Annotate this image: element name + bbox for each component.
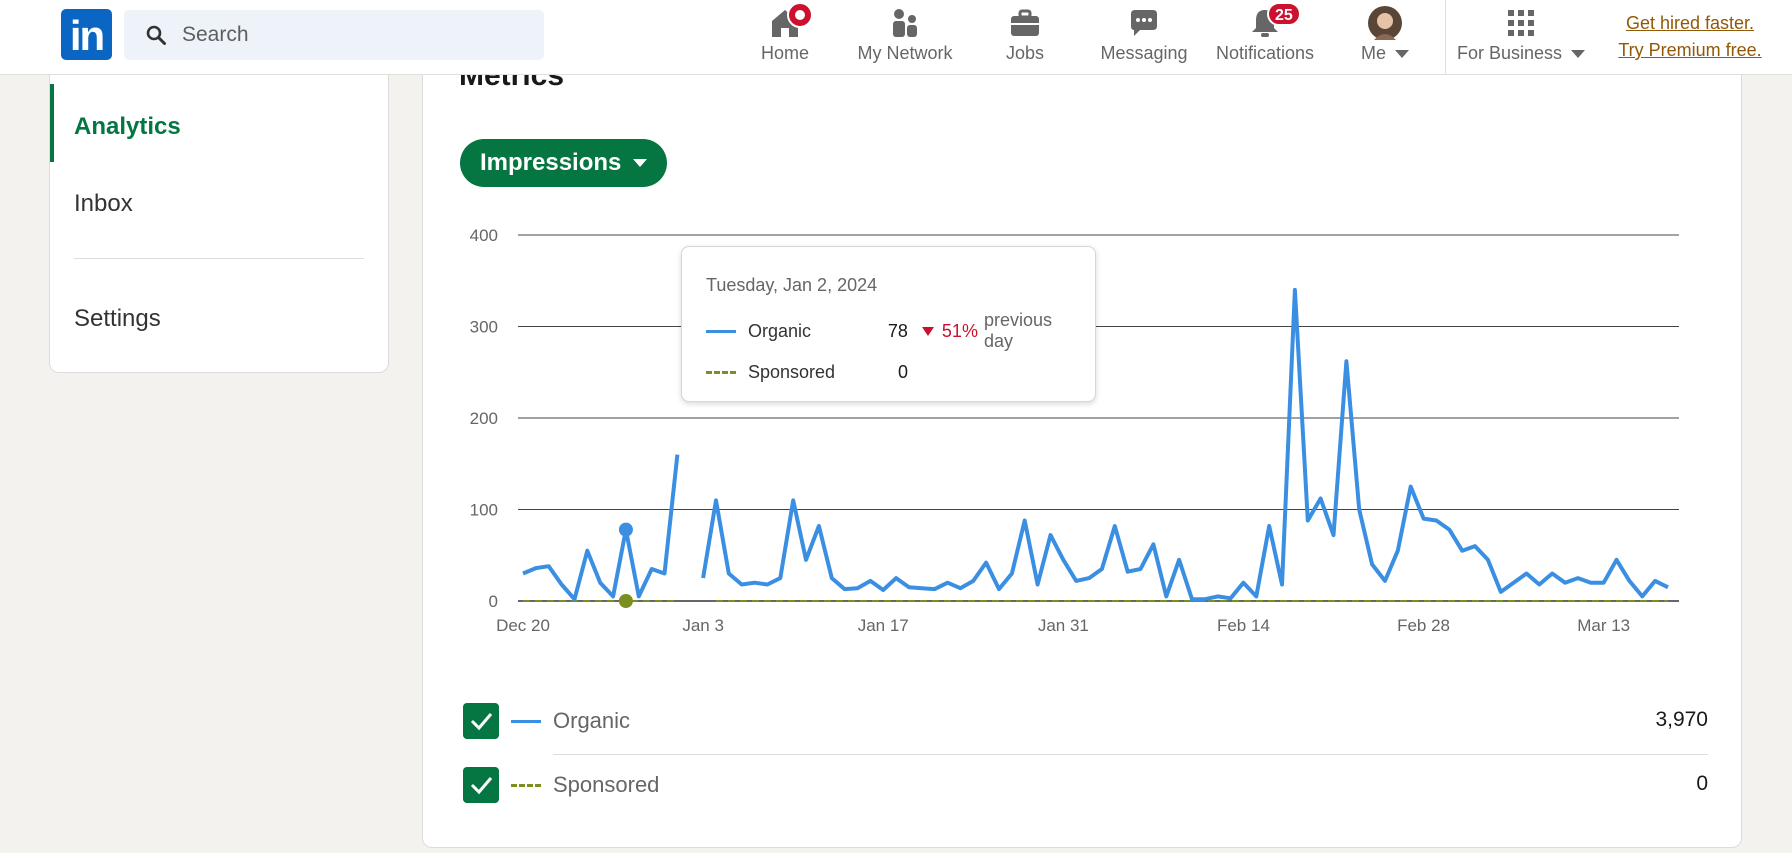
home-notification-dot	[787, 2, 813, 28]
nav-jobs[interactable]: Jobs	[985, 0, 1065, 75]
sidebar-item-inbox[interactable]: Inbox	[74, 190, 133, 217]
tooltip-sponsored-label: Sponsored	[748, 361, 836, 382]
organic-checkbox[interactable]	[463, 703, 499, 739]
organic-swatch	[706, 329, 736, 333]
linkedin-logo[interactable]: in	[61, 9, 112, 60]
nav-label: For Business	[1456, 43, 1563, 63]
x-tick-label: Jan 3	[682, 616, 724, 635]
x-tick-label: Jan 17	[858, 616, 909, 635]
chevron-down-icon	[1395, 50, 1410, 59]
legend-sponsored: Sponsored 0	[463, 765, 1708, 805]
search-box[interactable]	[124, 10, 544, 60]
y-tick-label: 100	[470, 501, 498, 520]
premium-upsell: Get hired faster. Try Premium free.	[1600, 10, 1780, 64]
tooltip-organic-label: Organic	[747, 320, 812, 341]
nav-label: Me	[1360, 43, 1386, 63]
highlight-point-sponsored	[618, 594, 633, 608]
nav-label: My Network	[857, 43, 953, 63]
sponsored-swatch	[706, 370, 736, 374]
tooltip-organic-value: 78	[887, 320, 908, 341]
sponsored-checkbox[interactable]	[463, 767, 499, 803]
top-nav: in Home My Network Jobs	[0, 0, 1792, 75]
x-tick-label: Dec 20	[496, 616, 550, 635]
check-icon	[470, 713, 493, 731]
sponsored-swatch	[511, 784, 541, 787]
legend-sponsored-label: Sponsored	[553, 772, 660, 797]
messaging-icon	[1131, 10, 1157, 36]
sidebar-item-analytics[interactable]: Analytics	[74, 113, 181, 140]
series-line-organic	[522, 454, 680, 602]
nav-home[interactable]: Home	[745, 0, 825, 75]
chart-tooltip: Tuesday, Jan 2, 2024 Organic 78 51% prev…	[681, 246, 1096, 402]
nav-my-network[interactable]: My Network	[852, 0, 958, 75]
nav-notifications[interactable]: 25 Notifications	[1212, 0, 1318, 75]
legend-organic-total: 3,970	[1655, 708, 1708, 731]
grid-icon	[1508, 10, 1534, 36]
nav-label: Notifications	[1215, 43, 1315, 63]
check-icon	[470, 777, 493, 795]
try-premium-link[interactable]: Try Premium free.	[1618, 40, 1762, 60]
x-tick-label: Feb 28	[1397, 616, 1450, 635]
tooltip-date: Tuesday, Jan 2, 2024	[706, 275, 878, 295]
sidebar-item-settings[interactable]: Settings	[74, 305, 161, 332]
tooltip-sponsored-value: 0	[897, 361, 908, 382]
legend-divider	[553, 754, 1708, 755]
search-icon	[146, 25, 166, 45]
legend-organic-label: Organic	[553, 708, 631, 733]
search-input[interactable]	[182, 10, 532, 60]
tooltip-change-suffix: previous day	[983, 310, 1052, 351]
tooltip-sponsored-row: Sponsored 0	[706, 360, 1086, 384]
x-tick-label: Feb 14	[1217, 616, 1270, 635]
chevron-down-icon	[1571, 50, 1586, 59]
notifications-badge: 25	[1267, 2, 1301, 26]
briefcase-icon	[1011, 9, 1039, 36]
network-icon	[893, 9, 917, 37]
sidebar-card: Analytics Inbox Settings	[49, 55, 389, 373]
metrics-card: Metrics Impressions 0 100 200 300 400 Dec 20 J…	[422, 40, 1742, 848]
x-tick-label: Jan 31	[1038, 616, 1089, 635]
nav-divider	[1445, 0, 1446, 75]
sidebar-divider	[74, 258, 364, 259]
legend-organic: Organic 3,970	[463, 701, 1708, 741]
down-arrow-icon	[921, 326, 934, 336]
series-line-organic	[701, 287, 1669, 602]
nav-messaging[interactable]: Messaging	[1094, 0, 1194, 75]
y-tick-label: 0	[489, 592, 498, 611]
nav-label: Jobs	[1005, 43, 1045, 63]
organic-swatch	[511, 720, 541, 723]
chevron-down-icon	[633, 159, 648, 167]
tooltip-organic-row: Organic 78 51% previous day	[706, 310, 1086, 351]
highlight-point-organic	[618, 522, 633, 537]
impressions-label: Impressions	[480, 149, 622, 176]
active-indicator	[50, 84, 54, 162]
avatar	[1368, 6, 1402, 40]
y-tick-label: 300	[470, 318, 498, 337]
y-tick-label: 200	[470, 409, 498, 428]
get-hired-link[interactable]: Get hired faster.	[1625, 13, 1755, 33]
nav-for-business[interactable]: For Business	[1455, 0, 1587, 75]
x-tick-label: Mar 13	[1577, 616, 1630, 635]
impressions-chart[interactable]: 0 100 200 300 400 Dec 20 Jan 3 Jan 17 Jan 31 Feb …	[423, 41, 1743, 641]
legend-sponsored-total: 0	[1696, 772, 1708, 795]
nav-label: Messaging	[1100, 43, 1188, 63]
impressions-dropdown[interactable]: Impressions	[460, 139, 668, 187]
y-tick-label: 400	[470, 226, 498, 245]
tooltip-organic-change: 51%	[941, 320, 978, 341]
nav-me[interactable]: Me	[1345, 0, 1425, 75]
nav-label: Home	[760, 43, 809, 63]
